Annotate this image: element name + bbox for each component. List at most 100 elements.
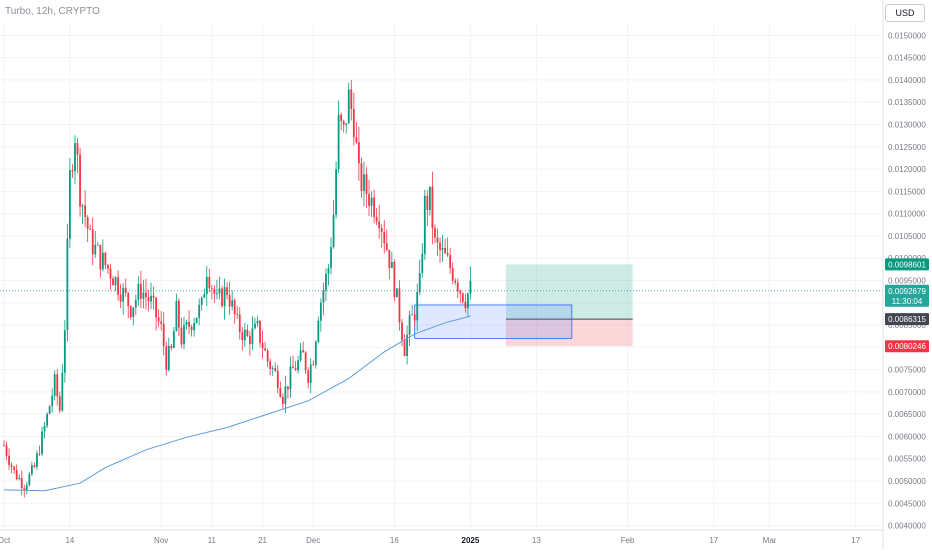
candle-body — [241, 332, 244, 341]
candle-body — [79, 154, 81, 207]
candle-body — [312, 364, 315, 366]
y-tick-label: 0.0060000 — [888, 432, 926, 441]
candle-body — [81, 205, 84, 207]
price-label-box — [885, 258, 929, 271]
x-tick-label: 17 — [709, 536, 718, 545]
candle-body — [134, 299, 137, 308]
candle-body — [203, 294, 206, 298]
candle-body — [51, 395, 54, 407]
candle-body — [454, 280, 457, 283]
candle-body — [350, 89, 353, 110]
candle-body — [226, 287, 228, 295]
candle-body — [314, 341, 317, 365]
price-labels: 0.00986010.009267911:30:040.00863150.008… — [885, 258, 929, 353]
candle-body — [46, 413, 48, 426]
y-tick-label: 0.0050000 — [888, 477, 926, 486]
candle-body — [119, 294, 122, 302]
candle-body — [53, 374, 56, 396]
candle-body — [451, 267, 454, 281]
candle-body — [428, 186, 431, 211]
candle-body — [418, 273, 421, 292]
x-tick-label: Nov — [154, 536, 168, 545]
candle-body — [56, 374, 59, 397]
candle-body — [117, 277, 119, 295]
candle-body — [317, 320, 320, 342]
candle-body — [380, 228, 383, 232]
candle-body — [104, 252, 107, 266]
candle-body — [137, 283, 140, 300]
moving-average-line — [3, 315, 471, 492]
candle-body — [292, 366, 294, 369]
candle-body — [352, 109, 355, 137]
candle-body — [309, 364, 312, 383]
candle-body — [170, 345, 173, 349]
candle-body — [322, 290, 325, 303]
candle-body — [178, 300, 180, 328]
candle-body — [388, 249, 391, 268]
y-tick-label: 0.0095000 — [888, 276, 926, 285]
candle-body — [231, 300, 234, 307]
x-tick-label: 13 — [532, 536, 541, 545]
x-tick-label: Dec — [306, 536, 320, 545]
candle-body — [304, 352, 307, 371]
candle-body — [8, 455, 10, 465]
candle-body — [461, 293, 464, 302]
candle-body — [248, 335, 251, 345]
candle-body — [33, 465, 36, 467]
candle-body — [172, 331, 175, 349]
candle-body — [84, 205, 87, 218]
candle-body — [48, 406, 51, 414]
candle-body — [332, 214, 335, 248]
candle-body — [114, 277, 117, 286]
candle-body — [251, 328, 254, 345]
currency-button[interactable]: USD — [885, 4, 925, 22]
candle-body — [289, 366, 292, 390]
grid — [0, 22, 883, 530]
candle-body — [5, 445, 8, 456]
candle-body — [167, 345, 170, 370]
candle-body — [112, 278, 114, 286]
candle-body — [446, 253, 449, 256]
candle-body — [423, 195, 426, 254]
candle-body — [444, 248, 446, 254]
candle-body — [210, 288, 213, 289]
candle-body — [345, 123, 348, 125]
candle-body — [10, 464, 13, 467]
candle-body — [398, 288, 401, 323]
position-zones — [0, 264, 883, 347]
x-tick-label: 17 — [851, 536, 860, 545]
candle-body — [13, 466, 16, 470]
candle-body — [378, 221, 381, 229]
candle-body — [279, 388, 282, 397]
candle-body — [218, 288, 221, 294]
y-tick-label: 0.0135000 — [888, 98, 926, 107]
candle-body — [94, 244, 97, 255]
candle-body — [243, 329, 246, 341]
candle-body — [66, 238, 69, 331]
candle-body — [38, 453, 41, 455]
y-tick-label: 0.0145000 — [888, 54, 926, 63]
y-tick-label: 0.0070000 — [888, 388, 926, 397]
y-tick-label: 0.0075000 — [888, 366, 926, 375]
candle-body — [401, 322, 403, 341]
candle-body — [20, 477, 23, 489]
candle-body — [266, 350, 269, 362]
price-label-text: 0.0080246 — [888, 342, 926, 351]
candle-body — [238, 314, 241, 333]
price-label-text: 0.0098601 — [888, 260, 926, 269]
candle-body — [276, 370, 279, 389]
candle-body — [36, 453, 38, 467]
x-tick-label: 11 — [208, 536, 217, 545]
y-tick-label: 0.0065000 — [888, 410, 926, 419]
candle-body — [271, 368, 274, 370]
candle-body — [145, 292, 147, 298]
candle-body — [223, 287, 226, 307]
candle-body — [228, 294, 231, 307]
candle-body — [99, 244, 102, 270]
candle-body — [58, 396, 61, 411]
candle-body — [28, 474, 31, 486]
candle-body — [198, 304, 201, 318]
